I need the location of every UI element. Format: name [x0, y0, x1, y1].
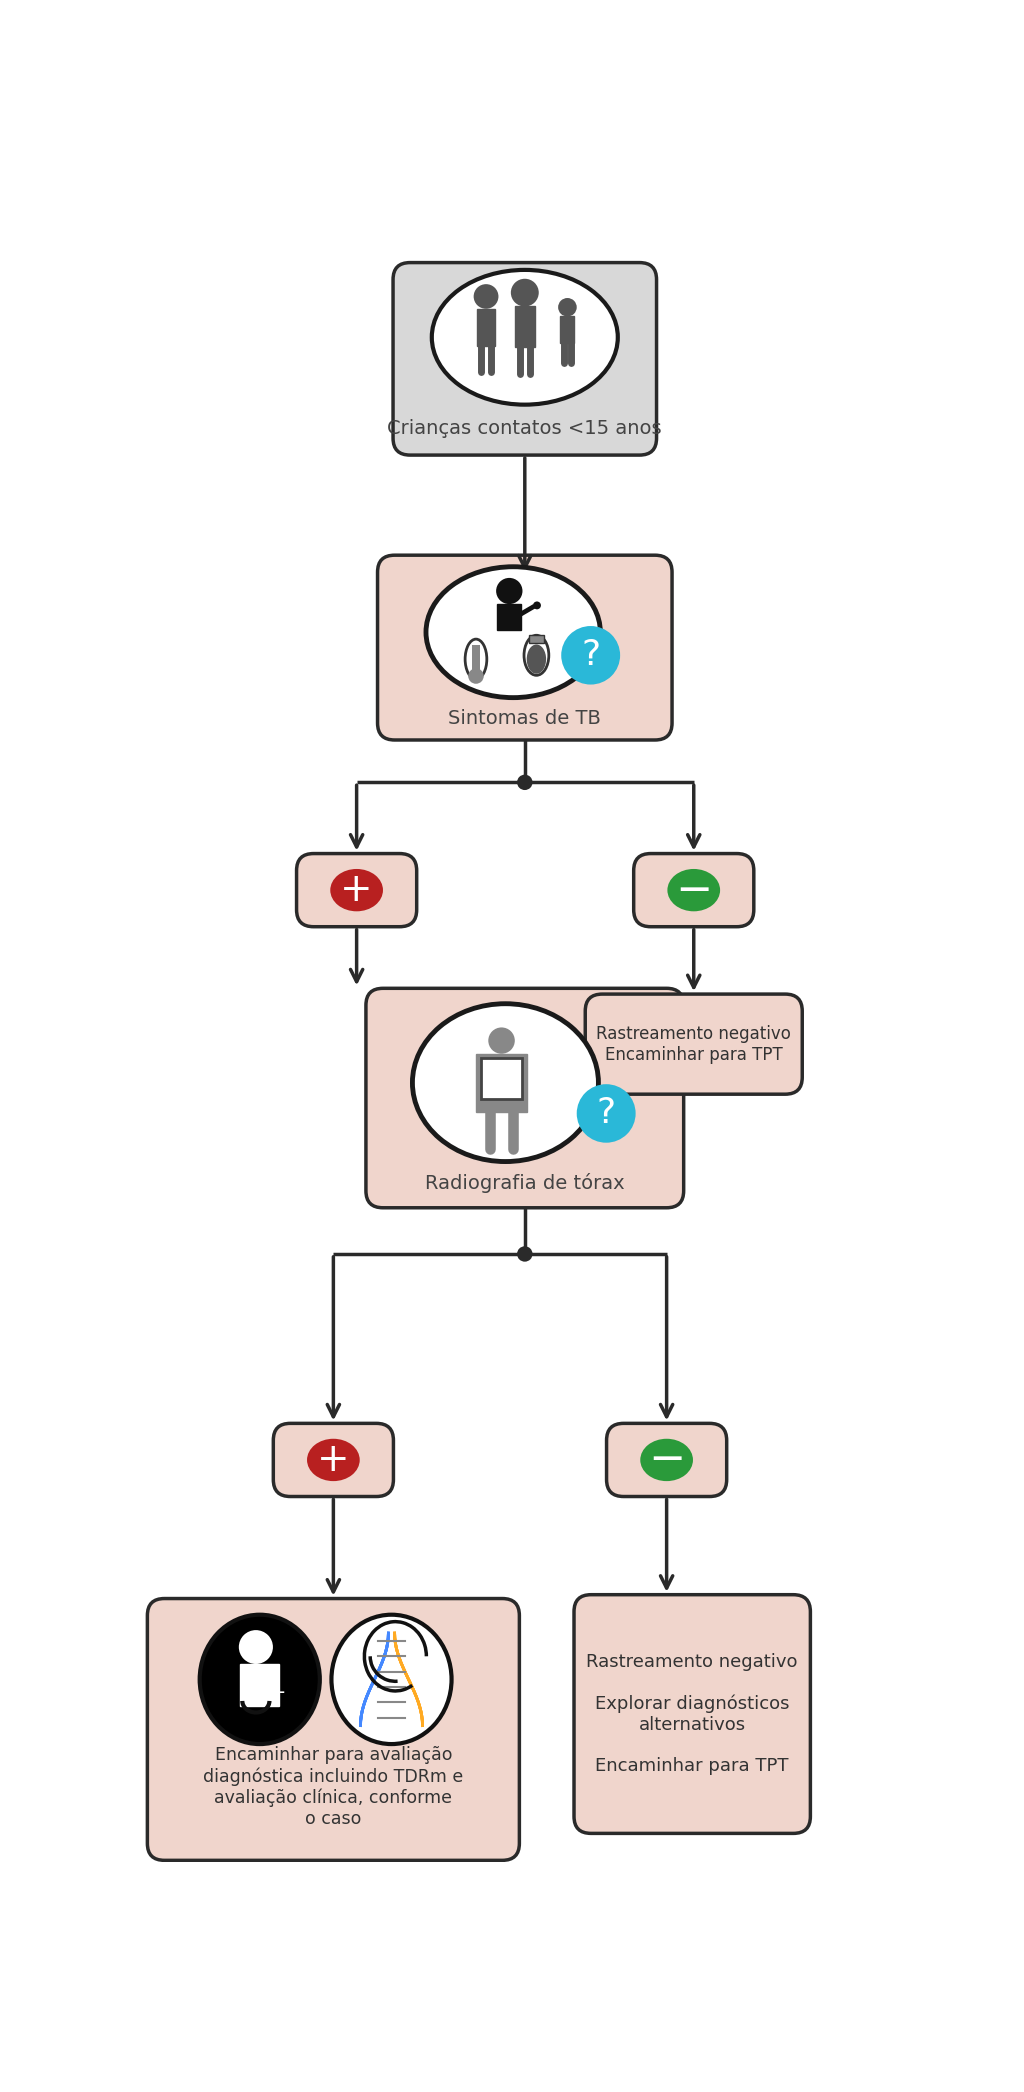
- Circle shape: [534, 602, 541, 609]
- Ellipse shape: [524, 636, 549, 676]
- Ellipse shape: [331, 868, 383, 912]
- Text: Sintomas de TB: Sintomas de TB: [449, 709, 601, 728]
- Circle shape: [561, 626, 621, 684]
- Text: −: −: [648, 1439, 685, 1481]
- Circle shape: [496, 577, 522, 605]
- Circle shape: [468, 667, 483, 684]
- FancyBboxPatch shape: [477, 310, 496, 345]
- FancyBboxPatch shape: [498, 605, 521, 630]
- FancyBboxPatch shape: [147, 1598, 519, 1860]
- Text: Encaminhar para avaliação
diagnóstica incluindo TDRm e
avaliação clínica, confor: Encaminhar para avaliação diagnóstica in…: [203, 1747, 464, 1828]
- FancyBboxPatch shape: [297, 854, 417, 927]
- Text: ?: ?: [597, 1096, 615, 1130]
- Text: +: +: [340, 870, 373, 910]
- Ellipse shape: [486, 1065, 500, 1090]
- Ellipse shape: [413, 1004, 598, 1161]
- FancyBboxPatch shape: [476, 1054, 527, 1113]
- Text: Rastreamento negativo
Encaminhar para TPT: Rastreamento negativo Encaminhar para TP…: [596, 1025, 792, 1063]
- Circle shape: [511, 278, 539, 308]
- Text: Rastreamento negativo

Explorar diagnósticos
alternativos

Encaminhar para TPT: Rastreamento negativo Explorar diagnósti…: [587, 1653, 798, 1776]
- Circle shape: [474, 285, 499, 310]
- FancyBboxPatch shape: [481, 1059, 522, 1098]
- Circle shape: [558, 297, 577, 316]
- Ellipse shape: [640, 1439, 693, 1481]
- Ellipse shape: [526, 644, 546, 674]
- FancyBboxPatch shape: [472, 644, 480, 674]
- Text: +: +: [267, 1684, 286, 1703]
- FancyBboxPatch shape: [586, 994, 802, 1094]
- Circle shape: [517, 1247, 532, 1261]
- Circle shape: [577, 1084, 636, 1142]
- Ellipse shape: [426, 567, 600, 697]
- FancyBboxPatch shape: [273, 1423, 393, 1496]
- Ellipse shape: [307, 1439, 359, 1481]
- Circle shape: [239, 1630, 273, 1663]
- FancyBboxPatch shape: [393, 264, 656, 456]
- FancyBboxPatch shape: [241, 1663, 280, 1707]
- Ellipse shape: [668, 868, 720, 912]
- FancyBboxPatch shape: [634, 854, 754, 927]
- Text: Crianças contatos <15 anos: Crianças contatos <15 anos: [387, 418, 663, 437]
- FancyBboxPatch shape: [528, 636, 544, 642]
- FancyBboxPatch shape: [606, 1423, 727, 1496]
- Ellipse shape: [432, 270, 617, 404]
- Circle shape: [488, 1027, 515, 1054]
- FancyBboxPatch shape: [378, 554, 672, 741]
- Ellipse shape: [465, 640, 486, 680]
- FancyBboxPatch shape: [515, 308, 535, 347]
- Text: Radiografia de tórax: Radiografia de tórax: [425, 1174, 625, 1192]
- FancyBboxPatch shape: [560, 316, 574, 343]
- Circle shape: [517, 774, 532, 791]
- FancyBboxPatch shape: [574, 1594, 810, 1833]
- Text: ?: ?: [581, 638, 600, 672]
- Ellipse shape: [332, 1615, 452, 1745]
- Text: +: +: [317, 1441, 349, 1479]
- Text: −: −: [675, 868, 713, 912]
- FancyBboxPatch shape: [366, 987, 684, 1207]
- Ellipse shape: [200, 1615, 319, 1745]
- Ellipse shape: [503, 1065, 516, 1090]
